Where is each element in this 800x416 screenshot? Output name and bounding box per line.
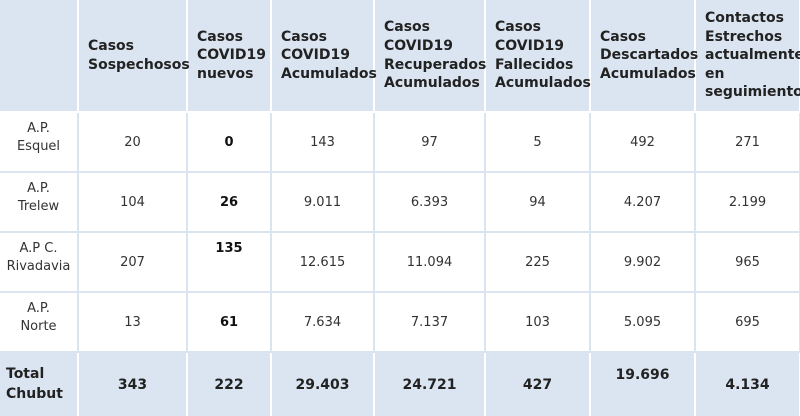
- value-cell: 6.393: [374, 172, 486, 233]
- header-casos-acumulados: Casos COVID19 Acumulados: [271, 0, 377, 113]
- region-cell: A.P. Trelew: [0, 172, 79, 233]
- value-cell: 20: [78, 112, 188, 173]
- region-cell: A.P. Norte: [0, 292, 79, 353]
- value-cell: 97: [374, 112, 486, 173]
- header-row: Casos Sospechosos Casos COVID19 nuevos Caso…: [0, 0, 800, 113]
- table-row: A.P C. Rivadavia 207 135 12.615 11.094 22…: [0, 232, 800, 293]
- header-recuperados: Casos COVID19 Recuperados Acumulados: [374, 0, 486, 113]
- total-row: Total Chubut 343 222 29.403 24.721 427 19…: [0, 352, 800, 416]
- value-cell: 26: [187, 172, 272, 233]
- total-label-cell: Total Chubut: [0, 352, 79, 416]
- value-cell: 9.902: [590, 232, 696, 293]
- value-cell: 135: [187, 232, 272, 293]
- total-value-cell: 4.134: [695, 352, 800, 416]
- value-cell: 965: [695, 232, 800, 293]
- value-cell: 5.095: [590, 292, 696, 353]
- value-cell: 103: [485, 292, 591, 353]
- value-cell: 7.137: [374, 292, 486, 353]
- value-cell: 11.094: [374, 232, 486, 293]
- table-row: A.P. Norte 13 61 7.634 7.137 103 5.095 69…: [0, 292, 800, 353]
- value-cell: 143: [271, 112, 375, 173]
- header-descartados: Casos Descartados Acumulados: [590, 0, 698, 113]
- value-cell: 9.011: [271, 172, 375, 233]
- header-corner-cell: [0, 0, 79, 113]
- value-cell: 271: [695, 112, 800, 173]
- value-cell: 492: [590, 112, 696, 173]
- value-cell: 207: [78, 232, 188, 293]
- value-cell: 61: [187, 292, 272, 353]
- header-fallecidos: Casos COVID19 Fallecidos Acumulados: [485, 0, 591, 113]
- header-contactos: Contactos Estrechos actualmente en seguimien…: [695, 0, 800, 113]
- region-cell: A.P. Esquel: [0, 112, 79, 173]
- total-value-cell: 19.696: [590, 352, 696, 416]
- value-cell: 225: [485, 232, 591, 293]
- value-cell: 13: [78, 292, 188, 353]
- header-casos-nuevos: Casos COVID19 nuevos: [187, 0, 272, 113]
- value-cell: 5: [485, 112, 591, 173]
- total-value-cell: 222: [187, 352, 272, 416]
- total-value-cell: 24.721: [374, 352, 486, 416]
- value-cell: 695: [695, 292, 800, 353]
- table-row: A.P. Trelew 104 26 9.011 6.393 94 4.207 2…: [0, 172, 800, 233]
- value-cell: 4.207: [590, 172, 696, 233]
- total-value-cell: 29.403: [271, 352, 375, 416]
- table-row: A.P. Esquel 20 0 143 97 5 492 271: [0, 112, 800, 173]
- value-cell: 0: [187, 112, 272, 173]
- value-cell: 12.615: [271, 232, 375, 293]
- total-value-cell: 427: [485, 352, 591, 416]
- region-cell: A.P C. Rivadavia: [0, 232, 79, 293]
- header-casos-sospechosos: Casos Sospechosos: [78, 0, 190, 113]
- total-value-cell: 343: [78, 352, 188, 416]
- value-cell: 7.634: [271, 292, 375, 353]
- value-cell: 94: [485, 172, 591, 233]
- value-cell: 2.199: [695, 172, 800, 233]
- value-cell: 104: [78, 172, 188, 233]
